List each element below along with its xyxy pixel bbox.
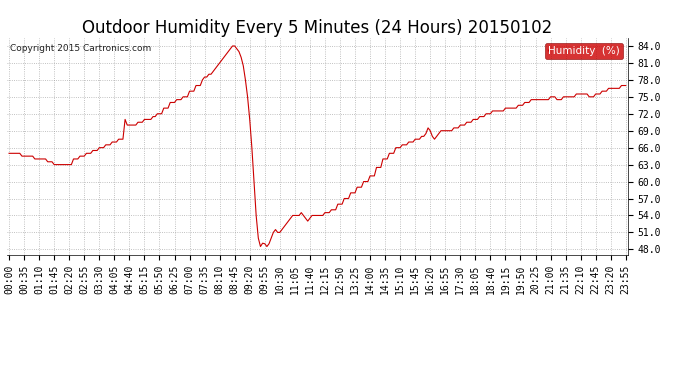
Text: Copyright 2015 Cartronics.com: Copyright 2015 Cartronics.com [10,44,151,53]
Title: Outdoor Humidity Every 5 Minutes (24 Hours) 20150102: Outdoor Humidity Every 5 Minutes (24 Hou… [82,20,553,38]
Legend: Humidity  (%): Humidity (%) [544,43,622,59]
